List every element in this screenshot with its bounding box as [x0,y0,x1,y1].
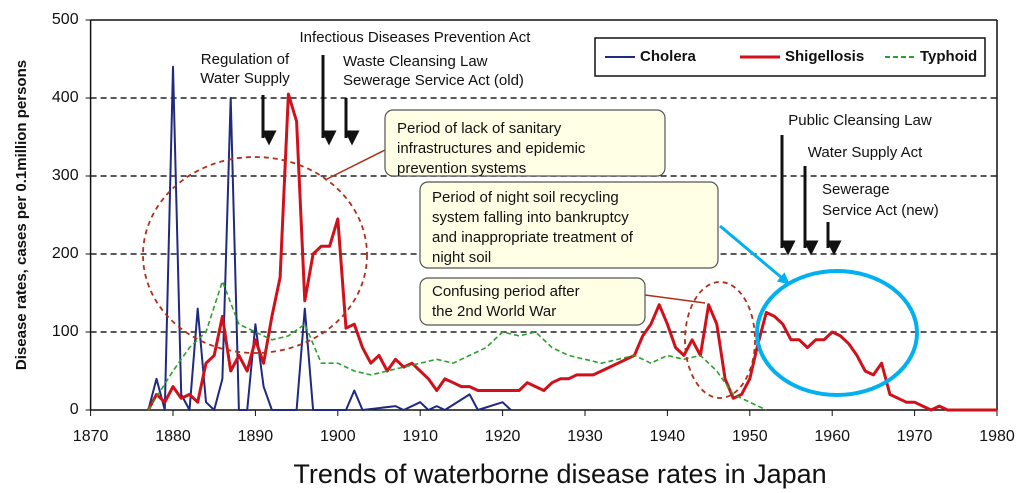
annotation-box [419,181,719,269]
annotation-text: Waste Cleansing Law [343,53,488,70]
x-tick-label: 1960 [814,428,850,445]
annotation-text: infrastructures and epidemic [397,140,586,157]
law-arrows [261,55,842,256]
series-line [146,92,997,412]
annotation-text: Regulation of [201,51,290,68]
leader [324,149,386,181]
annotation-text: Sewerage Service Act (old) [343,72,524,89]
decorations [142,55,919,399]
annotation-text: Water Supply [200,70,290,87]
leader [644,294,706,304]
x-tick-label: 1880 [155,428,191,445]
x-tick-label: 1930 [567,428,603,445]
x-tick-label: 1920 [485,428,521,445]
series-line [147,280,767,411]
annotation-text: night soil [432,249,491,266]
y-tick-label: 200 [52,245,79,262]
y-tick-label: 300 [52,167,79,184]
annotation-box [419,277,646,326]
annotation-text: Period of lack of sanitary [397,120,562,137]
x-tick-label: 1910 [402,428,438,445]
legend-label: Typhoid [920,48,977,65]
cyan-ellipse [755,269,919,397]
annotation-text: prevention systems [397,160,526,177]
y-axis-label: Disease rates, cases per 0.1million pers… [13,60,30,370]
annotation-text: Service Act (new) [822,202,939,219]
y-tick-label: 500 [52,11,79,28]
red-ellipse [684,281,756,399]
x-tick-label: 1900 [320,428,356,445]
y-tick-label: 0 [70,401,79,418]
annotation-box [384,109,666,177]
annotation-text: Confusing period after [432,283,580,300]
x-tick-label: 1890 [238,428,274,445]
annotation-text: Public Cleansing Law [788,112,932,129]
x-tick-label: 1940 [650,428,686,445]
legend-label: Cholera [640,48,697,65]
series-line [147,65,512,411]
x-tick-label: 1870 [73,428,109,445]
cyan-arrow [719,224,790,285]
annotation-text: Infectious Diseases Prevention Act [300,29,532,46]
red-ellipse [142,156,368,354]
x-tick-label: 1950 [732,428,768,445]
annotation-text: system falling into bankruptcy [432,209,629,226]
annotation-text: Water Supply Act [808,144,923,161]
legend-label: Shigellosis [785,48,864,65]
legend-box [594,37,986,77]
chart-title: Trends of waterborne disease rates in Ja… [293,459,826,489]
y-tick-label: 400 [52,89,79,106]
annotation-text: and inappropriate treatment of [432,229,634,246]
annotation-text: Sewerage [822,181,890,198]
annotation-text: the 2nd World War [432,303,556,320]
annotation-text: Period of night soil recycling [432,189,619,206]
y-tick-label: 100 [52,323,79,340]
x-tick-label: 1970 [897,428,933,445]
x-tick-label: 1980 [979,428,1015,445]
